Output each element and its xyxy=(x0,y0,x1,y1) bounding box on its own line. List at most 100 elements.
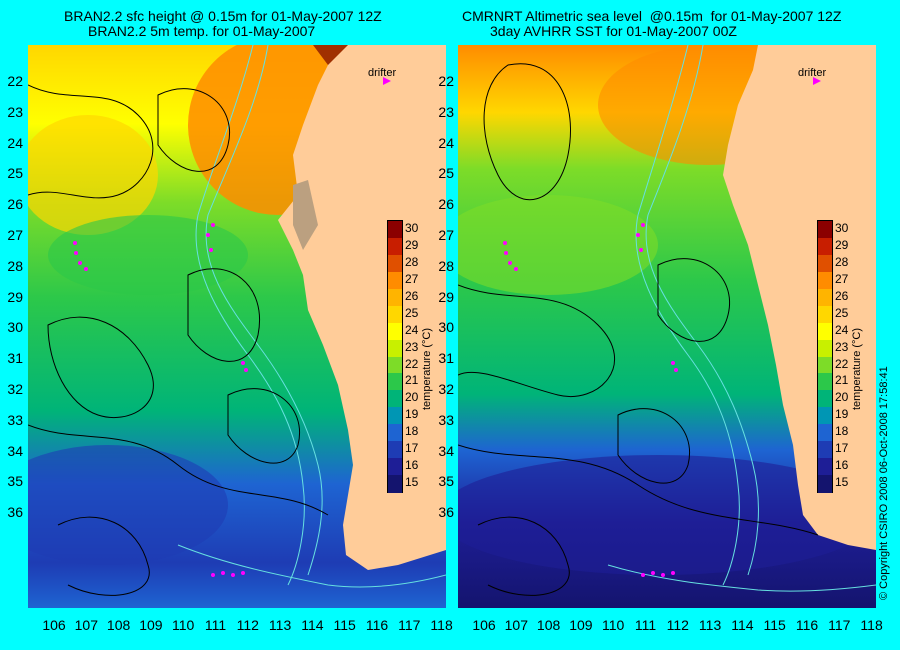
latitude-tick-label: 31 xyxy=(438,350,454,367)
latitude-tick-label: 27 xyxy=(438,227,454,243)
drifter-legend-label: drifter xyxy=(368,67,397,79)
latitude-tick-label: 24 xyxy=(438,134,454,151)
right-latitude-labels: 22 23 24 25 26 27 28 29 30 31 32 33 34 35 36 xyxy=(431,45,457,608)
colorbar-tick-label: 16 xyxy=(405,458,419,473)
latitude-tick-label: 23 xyxy=(438,103,454,120)
colorbar-tick-label: 24 xyxy=(835,322,849,337)
colorbar-segment xyxy=(388,424,402,442)
longitude-tick-label: 111 xyxy=(634,617,657,633)
latitude-tick-label: 28 xyxy=(438,257,454,274)
colorbar-tick-label: 27 xyxy=(835,271,849,286)
drifter-tracks xyxy=(503,77,821,577)
colorbar-tick-label: 22 xyxy=(835,356,849,371)
colorbar-tick-label: 18 xyxy=(835,424,849,439)
colorbar-segment xyxy=(818,254,832,273)
longitude-tick-label: 108 xyxy=(536,617,561,633)
colorbar-tick-label: 19 xyxy=(835,407,849,422)
left-map-panel[interactable]: drifter 30 29 28 27 26 25 24 23 22 21 20 19 18 17 16 15… xyxy=(28,45,446,608)
colorbar-tick-label: 30 xyxy=(405,221,419,235)
latitude-tick-label: 36 xyxy=(438,504,454,521)
colorbar-tick-label: 16 xyxy=(835,458,849,473)
colorbar-title: temperature (°C) xyxy=(851,327,863,410)
longitude-tick-label: 107 xyxy=(74,617,98,633)
colorbar-segment xyxy=(818,271,832,290)
cool-region xyxy=(48,215,248,295)
latitude-tick-label: 35 xyxy=(438,473,454,490)
latitude-tick-label: 30 xyxy=(7,319,23,336)
colorbar-segment xyxy=(388,305,402,324)
latitude-tick-label: 33 xyxy=(7,411,23,428)
longitude-tick-label: 110 xyxy=(602,617,625,633)
longitude-tick-label: 116 xyxy=(365,617,389,633)
longitude-tick-label: 115 xyxy=(333,617,356,633)
colorbar-segment xyxy=(388,390,402,408)
shark-bay xyxy=(293,180,318,250)
latitude-tick-label: 25 xyxy=(7,165,23,182)
warm-region xyxy=(28,115,158,235)
colorbar-tick-label: 23 xyxy=(405,339,419,354)
cool-region xyxy=(458,195,658,295)
latitude-tick-label: 29 xyxy=(438,288,454,305)
colorbar-segment xyxy=(818,458,832,476)
left-panel-subtitle: BRAN2.2 5m temp. for 01-May-2007 xyxy=(88,23,316,39)
cold-region xyxy=(458,455,876,575)
land-mass xyxy=(723,45,876,550)
land-mass xyxy=(278,45,446,570)
colorbar-tick-label: 28 xyxy=(405,254,419,269)
longitude-tick-label: 118 xyxy=(430,617,453,633)
latitude-tick-label: 32 xyxy=(7,381,23,397)
colorbar-segment xyxy=(388,407,402,425)
right-panel-subtitle: 3day AVHRR SST for 01-May-2007 00Z xyxy=(490,23,737,39)
longitude-tick-label: 112 xyxy=(236,617,259,633)
longitude-tick-label: 112 xyxy=(666,617,689,633)
latitude-tick-label: 27 xyxy=(7,227,23,243)
colorbar-segment xyxy=(388,254,402,273)
left-panel-title: BRAN2.2 sfc height @ 0.15m for 01-May-20… xyxy=(64,8,382,24)
longitude-tick-label: 106 xyxy=(472,617,496,633)
latitude-tick-label: 32 xyxy=(438,381,454,397)
latitude-tick-label: 26 xyxy=(438,196,454,213)
height-contours xyxy=(458,63,819,596)
colorbar-tick-label: 15 xyxy=(405,475,419,490)
colorbar-tick-label: 24 xyxy=(405,322,419,337)
colorbar-segment xyxy=(388,271,402,290)
colorbar-segment xyxy=(818,407,832,425)
colorbar-tick-label: 17 xyxy=(405,441,419,456)
colorbar-segment xyxy=(388,339,402,357)
left-map-svg xyxy=(28,45,446,608)
latitude-tick-label: 34 xyxy=(438,442,454,459)
latitude-tick-label: 26 xyxy=(7,196,23,213)
longitude-tick-label: 109 xyxy=(569,617,593,633)
left-latitude-labels: 22 23 24 25 26 27 28 29 30 31 32 33 34 35 36 xyxy=(0,45,26,608)
colorbar xyxy=(387,220,403,493)
copyright-notice: © Copyright CSIRO 2008 06-Oct-2008 17:58… xyxy=(878,366,890,600)
colorbar-segment xyxy=(818,237,832,256)
colorbar-tick-label: 21 xyxy=(835,373,849,388)
latitude-tick-label: 28 xyxy=(7,257,23,274)
colorbar-segment xyxy=(818,441,832,459)
drifter-legend-label: drifter xyxy=(798,67,827,79)
isobaths xyxy=(177,45,446,588)
colorbar-tick-label: 18 xyxy=(405,424,419,439)
drifter-tracks xyxy=(73,77,391,577)
longitude-tick-label: 114 xyxy=(301,617,324,633)
latitude-tick-label: 34 xyxy=(7,442,23,459)
colorbar-segment xyxy=(388,475,402,493)
longitude-tick-label: 111 xyxy=(204,617,227,633)
right-map-panel[interactable]: drifter 30 29 28 27 26 25 24 23 22 21 20 19 18 17 16 15… xyxy=(458,45,876,608)
longitude-tick-label: 117 xyxy=(398,617,421,633)
longitude-tick-label: 114 xyxy=(731,617,754,633)
longitude-tick-label: 115 xyxy=(763,617,786,633)
colorbar-segment xyxy=(388,322,402,341)
colorbar-tick-label: 20 xyxy=(835,390,849,405)
colorbar-segment xyxy=(388,373,402,391)
longitude-tick-label: 106 xyxy=(42,617,66,633)
colorbar-segment xyxy=(818,373,832,391)
colorbar-segment xyxy=(388,441,402,459)
colorbar-tick-label: 26 xyxy=(835,288,849,303)
colorbar-segment xyxy=(818,390,832,408)
colorbar-tick-label: 26 xyxy=(405,288,419,303)
colorbar-tick-label: 30 xyxy=(835,221,849,235)
colorbar-tick-label: 17 xyxy=(835,441,849,456)
colorbar-segment xyxy=(818,475,832,493)
